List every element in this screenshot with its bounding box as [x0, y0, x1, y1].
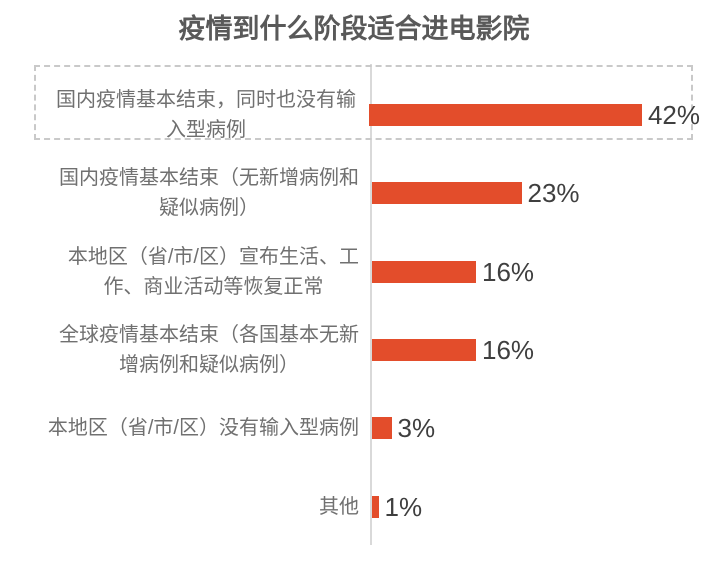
- chart-row: 全球疫情基本结束（各国基本无新 增病例和疑似病例） 16%: [34, 311, 700, 389]
- value-label: 1%: [384, 491, 423, 522]
- bar: [372, 339, 476, 362]
- category-label-line: 入型病例: [165, 119, 246, 142]
- bar: [372, 182, 522, 205]
- chart-row: 本地区（省/市/区）没有输入型病例 3%: [34, 389, 700, 467]
- bar-cell: 16%: [372, 337, 700, 363]
- category-label-line: 本地区（省/市/区）没有输入型病例: [47, 417, 359, 440]
- chart-title: 疫情到什么阶段适合进电影院: [178, 14, 530, 44]
- bar: [368, 104, 642, 127]
- bar: [372, 260, 476, 283]
- highlight-box: [34, 65, 693, 140]
- value-label: 16%: [482, 256, 535, 287]
- bar-rows: 国内疫情基本结束，同时也没有输 入型病例 42% 国内疫情基本结束（无新增病例和 疑似病…: [34, 76, 700, 546]
- value-label: 3%: [397, 413, 436, 444]
- bar: [372, 417, 392, 440]
- category-axis-line: [370, 64, 372, 545]
- category-label: 全球疫情基本结束（各国基本无新 增病例和疑似病例）: [34, 320, 372, 380]
- value-label: 23%: [527, 178, 580, 209]
- category-label-line: 全球疫情基本结束（各国基本无新: [59, 324, 359, 347]
- value-label: 42%: [647, 100, 700, 131]
- category-label: 本地区（省/市/区）宣布生活、工 作、商业活动等恢复正常: [34, 242, 372, 302]
- category-label-line: 作、商业活动等恢复正常: [103, 275, 324, 298]
- bar-cell: 42%: [368, 100, 700, 131]
- category-label: 其他: [34, 492, 372, 522]
- chart-row: 其他 1%: [34, 467, 700, 545]
- bar-cell: 1%: [372, 494, 700, 520]
- chart-row: 国内疫情基本结束（无新增病例和 疑似病例） 23%: [34, 154, 700, 232]
- chart-row: 本地区（省/市/区）宣布生活、工 作、商业活动等恢复正常 16%: [34, 233, 700, 311]
- bar-cell: 16%: [372, 259, 700, 285]
- category-label: 本地区（省/市/区）没有输入型病例: [34, 413, 372, 443]
- category-label-line: 国内疫情基本结束（无新增病例和: [59, 167, 359, 190]
- bar: [372, 495, 379, 518]
- chart-row: 国内疫情基本结束，同时也没有输 入型病例 42%: [34, 76, 700, 154]
- value-label: 16%: [482, 335, 535, 366]
- category-label-line: 其他: [319, 495, 359, 518]
- bar-cell: 23%: [372, 180, 700, 206]
- category-label-line: 疑似病例）: [159, 197, 259, 220]
- category-label-line: 国内疫情基本结束，同时也没有输: [55, 89, 356, 112]
- bar-cell: 3%: [372, 415, 700, 441]
- category-label: 国内疫情基本结束，同时也没有输 入型病例: [34, 85, 369, 145]
- category-label: 国内疫情基本结束（无新增病例和 疑似病例）: [34, 163, 372, 223]
- category-label-line: 本地区（省/市/区）宣布生活、工: [67, 245, 359, 268]
- category-label-line: 增病例和疑似病例）: [119, 354, 299, 377]
